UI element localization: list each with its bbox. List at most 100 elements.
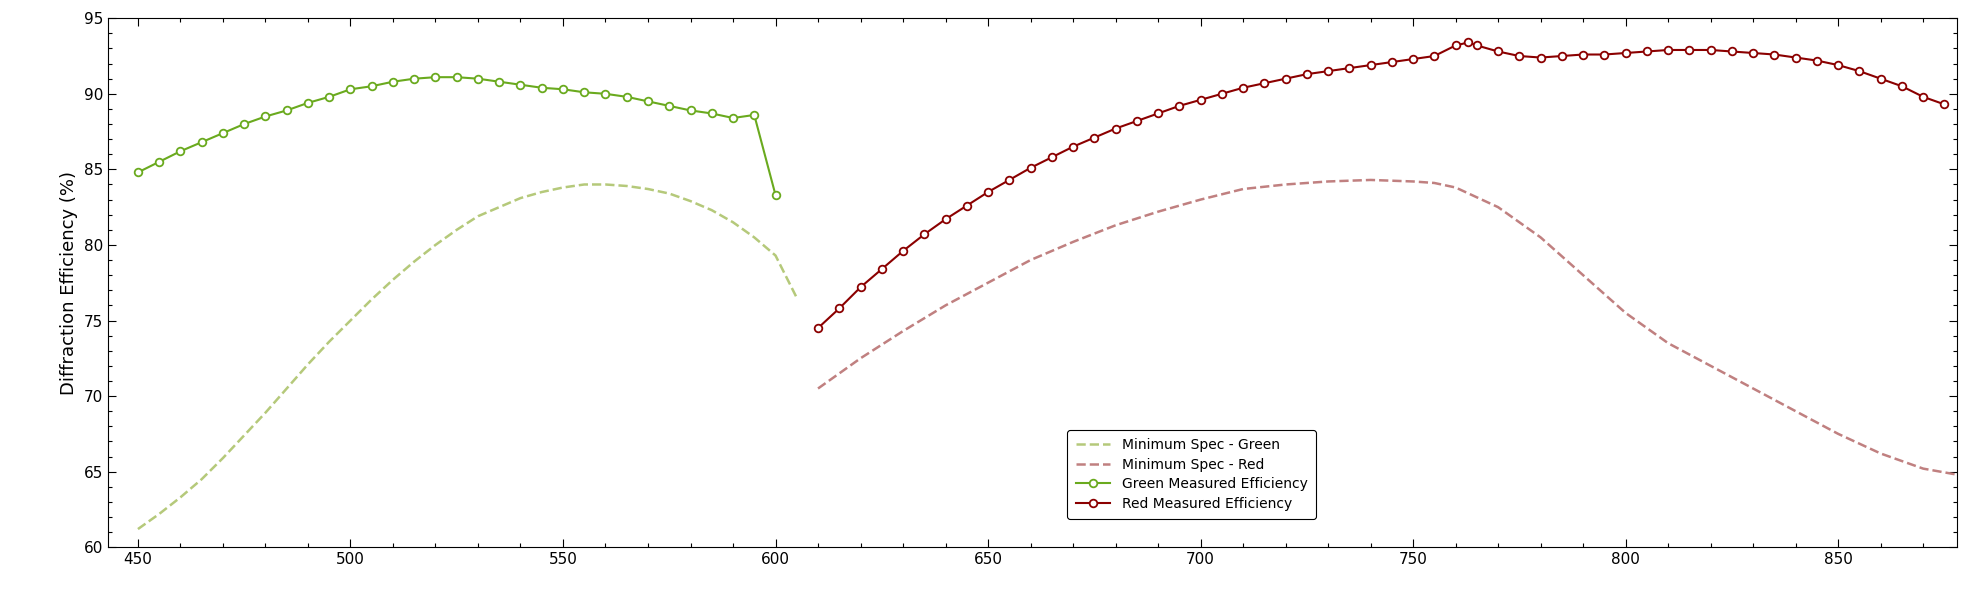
Green Measured Efficiency	[297, 99, 321, 106]
Green Measured Efficiency	[572, 89, 596, 96]
Minimum Spec - Green	[169, 494, 193, 501]
Green Measured Efficiency	[423, 74, 447, 81]
Minimum Spec - Red	[1869, 450, 1892, 457]
Minimum Spec - Red	[891, 328, 915, 335]
Minimum Spec - Red	[1359, 176, 1383, 184]
Minimum Spec - Red	[1912, 465, 1936, 472]
Green Measured Efficiency	[403, 75, 427, 82]
Minimum Spec - Green	[232, 432, 256, 439]
Red Measured Efficiency	[1825, 61, 1849, 69]
Green Measured Efficiency	[529, 84, 553, 91]
Minimum Spec - Green	[445, 226, 468, 233]
Red Measured Efficiency	[1934, 101, 1957, 108]
Minimum Spec - Green	[126, 525, 149, 533]
Green Measured Efficiency	[700, 110, 724, 117]
Minimum Spec - Red	[1422, 179, 1446, 187]
Green Measured Efficiency	[551, 86, 574, 93]
Minimum Spec - Green	[403, 258, 427, 265]
Minimum Spec - Green	[297, 361, 321, 368]
Minimum Spec - Green	[722, 219, 745, 226]
Minimum Spec - Red	[1945, 471, 1967, 478]
Y-axis label: Diffraction Efficiency (%): Diffraction Efficiency (%)	[61, 171, 79, 395]
Minimum Spec - Red	[1572, 272, 1595, 279]
Green Measured Efficiency	[338, 86, 362, 93]
Minimum Spec - Red	[1275, 181, 1298, 188]
Minimum Spec - Green	[338, 317, 362, 324]
Green Measured Efficiency	[466, 75, 490, 82]
Green Measured Efficiency	[191, 139, 214, 146]
Green Measured Efficiency	[722, 114, 745, 122]
Red Measured Efficiency	[1082, 134, 1105, 141]
Green Measured Efficiency	[148, 158, 171, 165]
Minimum Spec - Red	[934, 302, 958, 309]
Green Measured Efficiency	[679, 107, 702, 114]
Red Measured Efficiency	[934, 216, 958, 223]
Line: Minimum Spec - Red: Minimum Spec - Red	[818, 180, 1957, 475]
Minimum Spec - Green	[616, 182, 639, 190]
Minimum Spec - Green	[785, 294, 808, 302]
Minimum Spec - Green	[423, 241, 447, 249]
Minimum Spec - Red	[1613, 309, 1637, 317]
Green Measured Efficiency	[382, 78, 405, 85]
Minimum Spec - Red	[1741, 385, 1764, 392]
Minimum Spec - Red	[1147, 208, 1170, 215]
Red Measured Efficiency	[1019, 164, 1043, 171]
Green Measured Efficiency	[232, 120, 256, 128]
Minimum Spec - Green	[317, 338, 340, 345]
Minimum Spec - Green	[254, 409, 277, 416]
Legend: Minimum Spec - Green, Minimum Spec - Red, Green Measured Efficiency, Red Measure: Minimum Spec - Green, Minimum Spec - Red…	[1068, 430, 1316, 519]
Minimum Spec - Red	[976, 279, 999, 286]
Minimum Spec - Green	[635, 185, 659, 193]
Line: Minimum Spec - Green: Minimum Spec - Green	[138, 184, 797, 529]
Minimum Spec - Green	[382, 276, 405, 283]
Line: Green Measured Efficiency: Green Measured Efficiency	[134, 74, 779, 199]
Minimum Spec - Green	[466, 213, 490, 220]
Green Measured Efficiency	[210, 130, 234, 137]
Green Measured Efficiency	[742, 111, 765, 119]
Minimum Spec - Green	[529, 188, 553, 196]
Red Measured Efficiency	[806, 325, 830, 332]
Green Measured Efficiency	[509, 81, 533, 88]
Green Measured Efficiency	[126, 169, 149, 176]
Green Measured Efficiency	[594, 90, 618, 97]
Green Measured Efficiency	[616, 93, 639, 100]
Minimum Spec - Red	[1231, 185, 1255, 193]
Line: Red Measured Efficiency: Red Measured Efficiency	[814, 38, 1947, 332]
Minimum Spec - Red	[1825, 430, 1849, 438]
Minimum Spec - Red	[1784, 407, 1808, 415]
Minimum Spec - Red	[1656, 339, 1680, 347]
Green Measured Efficiency	[317, 93, 340, 100]
Minimum Spec - Green	[700, 207, 724, 214]
Minimum Spec - Green	[509, 195, 533, 202]
Minimum Spec - Red	[848, 354, 871, 362]
Green Measured Efficiency	[488, 78, 511, 85]
Green Measured Efficiency	[360, 83, 384, 90]
Green Measured Efficiency	[275, 107, 299, 114]
Minimum Spec - Red	[1401, 178, 1424, 185]
Minimum Spec - Green	[594, 181, 618, 188]
Green Measured Efficiency	[254, 113, 277, 120]
Minimum Spec - Red	[1103, 222, 1127, 229]
Green Measured Efficiency	[763, 192, 787, 199]
Minimum Spec - Green	[488, 204, 511, 211]
Red Measured Efficiency	[1456, 39, 1479, 46]
Green Measured Efficiency	[169, 148, 193, 155]
Red Measured Efficiency	[1912, 93, 1936, 100]
Minimum Spec - Green	[572, 181, 596, 188]
Minimum Spec - Green	[551, 184, 574, 191]
Red Measured Efficiency	[1231, 84, 1255, 91]
Minimum Spec - Red	[1699, 362, 1723, 370]
Minimum Spec - Red	[1062, 238, 1086, 246]
Minimum Spec - Red	[1444, 184, 1467, 191]
Minimum Spec - Green	[360, 295, 384, 303]
Minimum Spec - Green	[210, 454, 234, 461]
Minimum Spec - Red	[806, 385, 830, 392]
Minimum Spec - Green	[657, 190, 681, 197]
Minimum Spec - Red	[1188, 196, 1212, 203]
Minimum Spec - Green	[148, 510, 171, 517]
Green Measured Efficiency	[445, 74, 468, 81]
Minimum Spec - Green	[191, 475, 214, 483]
Minimum Spec - Red	[1316, 178, 1340, 185]
Minimum Spec - Red	[1528, 233, 1552, 241]
Minimum Spec - Green	[679, 198, 702, 205]
